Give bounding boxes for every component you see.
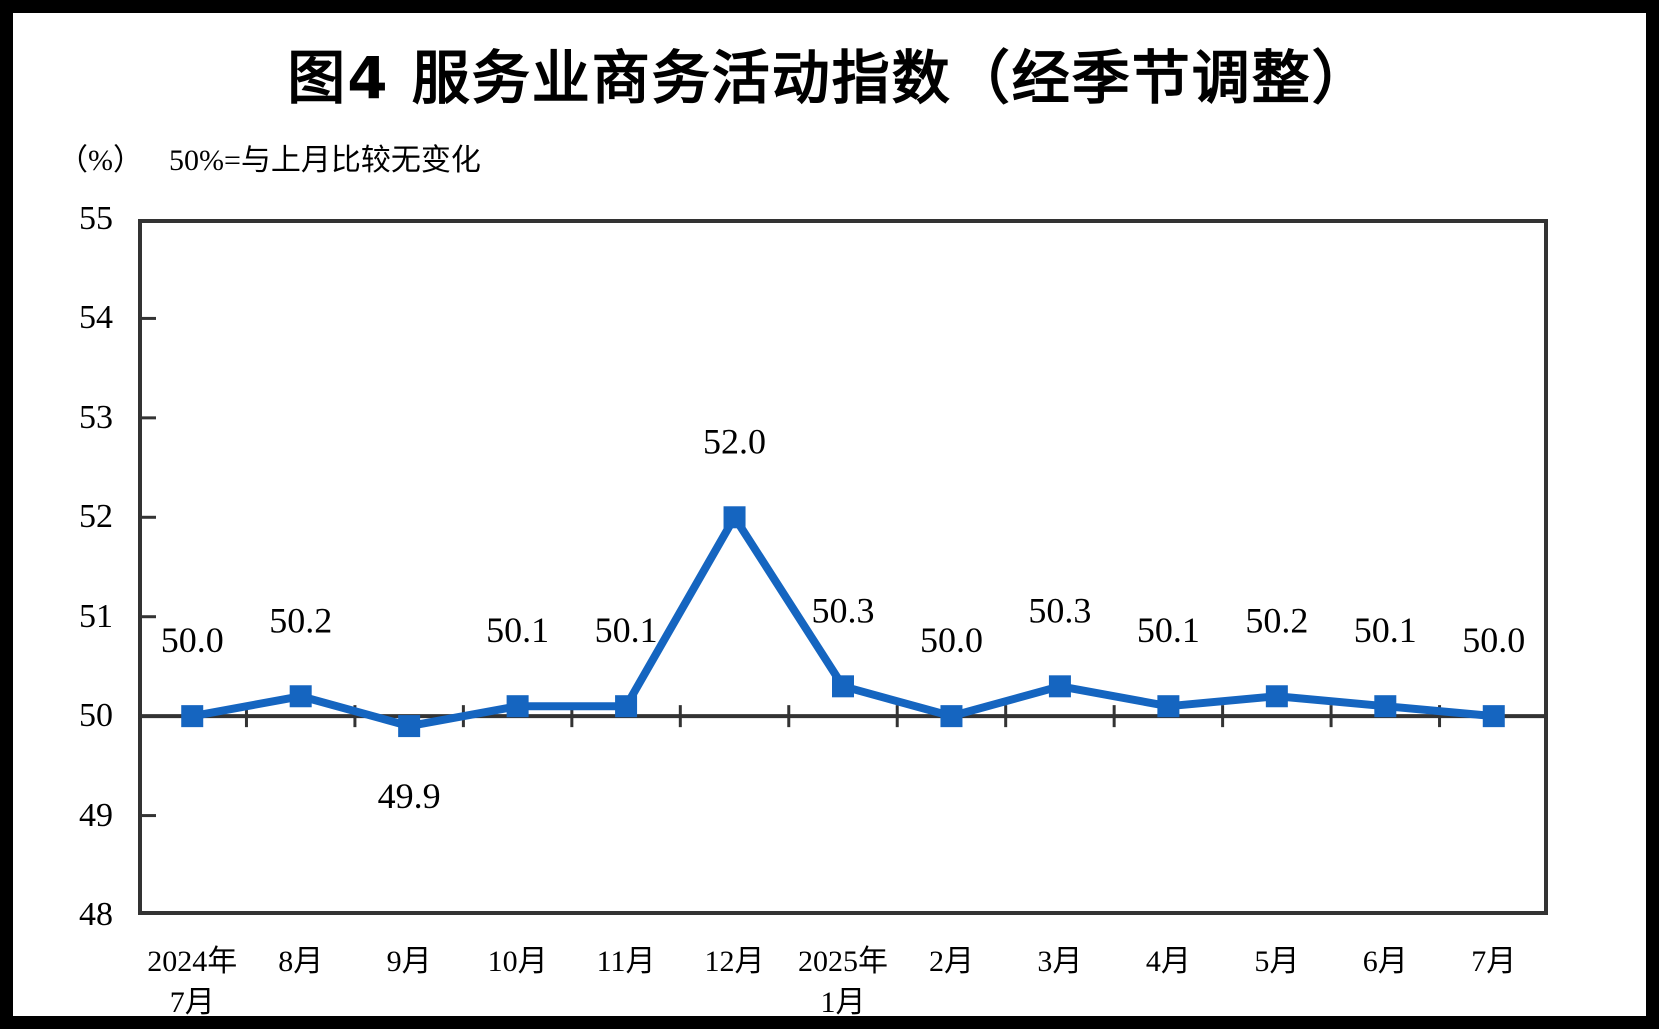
data-value-label: 50.1: [1354, 610, 1417, 650]
data-value-label: 50.3: [812, 590, 875, 630]
line-chart-canvas: 50.0 50.2 49.9 50.1 50.1 52.0 50.3 50.0 50.3 50.1…: [138, 219, 1548, 915]
data-point-marker: [289, 685, 312, 708]
data-point-marker: [1374, 695, 1397, 718]
data-point-marker: [940, 705, 963, 728]
plot-area: 50.0 50.2 49.9 50.1 50.1 52.0 50.3 50.0 50.3 50.1…: [138, 219, 1548, 915]
data-point-marker: [506, 695, 529, 718]
data-point-marker: [615, 695, 638, 718]
data-value-label: 50.0: [920, 620, 983, 660]
x-axis-label: 11月: [596, 945, 656, 978]
data-point-marker: [1157, 695, 1180, 718]
x-axis-label: 8月: [278, 945, 324, 978]
y-axis-label: 50: [79, 697, 113, 735]
data-value-label: 50.3: [1028, 590, 1091, 630]
data-value-label: 50.2: [269, 600, 332, 640]
data-point-marker: [723, 506, 746, 529]
x-axis-label: 2月: [928, 945, 974, 978]
y-axis-label: 52: [79, 498, 113, 536]
data-value-label: 52.0: [703, 421, 766, 461]
data-value-label: 50.0: [161, 620, 224, 660]
y-axis-label: 49: [79, 796, 113, 834]
data-point-marker: [181, 705, 204, 728]
y-axis-label: 55: [79, 200, 113, 237]
data-point-marker: [832, 675, 854, 698]
data-value-label: 50.2: [1245, 600, 1308, 640]
plot-frame: [138, 219, 1548, 915]
x-axis-label: 2024年 7月: [147, 945, 238, 1019]
data-point-marker: [1048, 675, 1071, 698]
data-value-label: 50.1: [595, 610, 658, 650]
data-value-label: 50.1: [486, 610, 549, 650]
x-axis-label: 10月: [487, 945, 548, 978]
y-axis-label: 54: [79, 299, 113, 337]
data-value-label: 49.9: [378, 776, 441, 816]
x-axis-label: 3月: [1037, 945, 1083, 978]
data-value-label: 50.0: [1462, 620, 1525, 660]
x-axis-label: 12月: [704, 945, 765, 978]
data-point-marker: [1482, 705, 1505, 728]
x-axis-label: 5月: [1254, 945, 1300, 978]
data-value-label: 50.1: [1137, 610, 1200, 650]
x-axis-label: 2025年 1月: [798, 945, 888, 1019]
data-point-marker: [398, 715, 421, 738]
y-axis-unit-label: （%）: [58, 144, 143, 177]
x-axis-label: 9月: [386, 945, 432, 978]
reference-note: 50%=与上月比较无变化: [169, 144, 481, 177]
x-axis-label: 6月: [1362, 945, 1408, 978]
y-axis-label: 48: [79, 896, 113, 933]
y-axis-label: 51: [79, 597, 113, 635]
data-point-marker: [1265, 685, 1288, 708]
x-axis-label: 4月: [1145, 945, 1191, 978]
x-axis-label: 7月: [1471, 945, 1517, 978]
chart-subtitle: （%） 50%=与上月比较无变化: [58, 135, 481, 179]
y-axis-label: 53: [79, 398, 113, 436]
chart-title: 图4 服务业商务活动指数（经季节调整）: [287, 44, 1372, 112]
